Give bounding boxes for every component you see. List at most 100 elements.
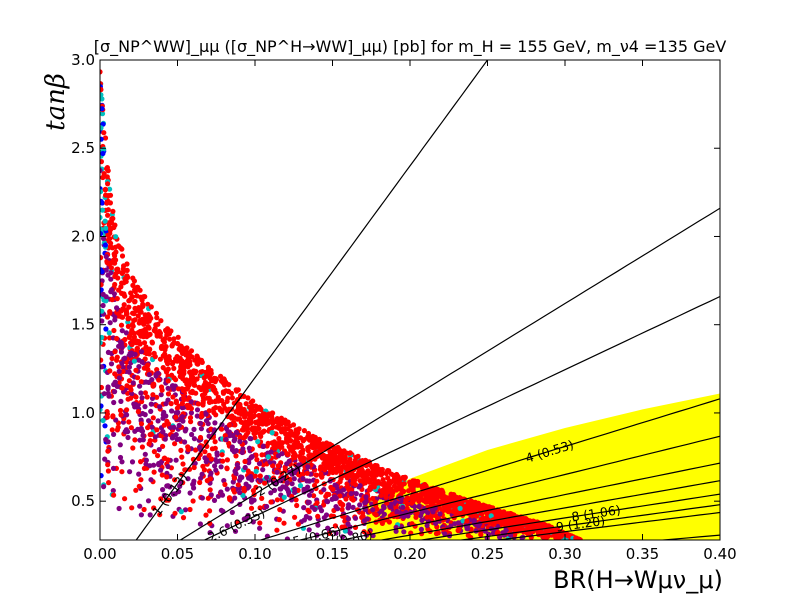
scatter-point <box>126 304 132 310</box>
scatter-point <box>166 357 172 363</box>
scatter-point <box>287 423 293 429</box>
scatter-point <box>163 401 169 407</box>
scatter-point <box>274 497 280 503</box>
scatter-point <box>442 531 448 537</box>
scatter-point <box>100 308 105 314</box>
scatter-point <box>413 514 419 520</box>
scatter-point <box>251 430 257 436</box>
scatter-point <box>188 419 194 425</box>
scatter-point <box>198 426 204 432</box>
scatter-point <box>300 476 306 482</box>
scatter-point <box>241 485 247 491</box>
scatter-point <box>374 480 380 486</box>
scatter-point <box>178 509 184 515</box>
scatter-point <box>164 474 170 480</box>
scatter-point <box>118 349 124 355</box>
scatter-point <box>140 294 147 300</box>
scatter-point <box>321 452 327 458</box>
scatter-point <box>305 464 311 470</box>
scatter-point <box>186 395 192 401</box>
contour-label-text: 9 (1.20) <box>555 513 606 535</box>
scatter-point <box>129 294 136 300</box>
scatter-point <box>489 521 495 527</box>
scatter-point <box>418 526 424 533</box>
scatter-point <box>136 483 142 489</box>
scatter-point <box>391 483 398 489</box>
scatter-point <box>398 484 404 490</box>
scatter-point <box>154 394 160 400</box>
scatter-point <box>467 501 473 507</box>
scatter-point <box>120 269 126 275</box>
scatter-point <box>137 437 143 443</box>
scatter-point <box>180 418 186 424</box>
scatter-point <box>253 452 259 458</box>
scatter-point <box>433 520 439 527</box>
scatter-point <box>142 404 148 410</box>
scatter-point <box>237 489 243 496</box>
contour-label-text: (6.34) <box>391 576 429 592</box>
scatter-point <box>265 454 271 460</box>
scatter-point <box>100 334 105 341</box>
scatter-point <box>253 468 259 474</box>
scatter-point <box>103 254 109 260</box>
scatter-point <box>137 503 143 509</box>
scatter-point <box>148 401 154 407</box>
scatter-point <box>151 505 157 511</box>
scatter-point <box>161 422 167 428</box>
scatter-point <box>201 375 207 381</box>
scatter-point <box>281 494 287 500</box>
scatter-point <box>191 464 197 471</box>
scatter-point <box>278 415 284 421</box>
scatter-point <box>197 479 203 486</box>
scatter-point <box>229 413 235 419</box>
scatter-point <box>257 473 263 479</box>
scatter-point <box>550 527 556 533</box>
scatter-point <box>155 370 161 376</box>
scatter-point <box>105 384 111 390</box>
scatter-point <box>352 515 359 521</box>
scatter-point <box>158 384 165 390</box>
scatter-point <box>296 426 302 432</box>
scatter-point <box>207 371 213 377</box>
scatter-point <box>173 457 179 463</box>
scatter-point <box>131 317 137 324</box>
scatter-point <box>214 459 220 465</box>
scatter-point <box>292 434 299 440</box>
scatter-point <box>452 521 458 527</box>
scatter-point <box>352 477 358 483</box>
scatter-point <box>157 330 163 336</box>
scatter-point <box>344 459 351 465</box>
scatter-point <box>345 516 351 522</box>
scatter-point <box>448 492 455 498</box>
scatter-point <box>229 509 235 515</box>
scatter-point <box>246 445 252 451</box>
scatter-point <box>430 490 436 496</box>
scatter-point <box>138 512 144 518</box>
x-tick-label: 0.05 <box>161 545 194 563</box>
scatter-point <box>156 462 162 468</box>
scatter-point <box>165 391 172 397</box>
scatter-point <box>175 386 182 392</box>
scatter-point <box>197 434 204 441</box>
scatter-point <box>139 395 145 401</box>
scatter-point <box>429 494 435 501</box>
scatter-point <box>190 481 196 487</box>
scatter-point <box>207 508 213 514</box>
scatter-point <box>188 376 194 382</box>
scatter-point <box>115 311 122 317</box>
scatter-point <box>100 214 103 221</box>
scatter-point <box>118 398 124 404</box>
scatter-point <box>318 471 324 477</box>
scatter-point <box>104 200 110 206</box>
scatter-point <box>135 284 141 290</box>
scatter-point <box>145 362 151 368</box>
scatter-point <box>312 449 318 455</box>
scatter-point <box>170 341 176 347</box>
scatter-point <box>347 530 353 536</box>
scatter-point <box>165 421 171 427</box>
scatter-point <box>264 474 270 481</box>
scatter-point <box>342 454 348 460</box>
scatter-point <box>276 517 282 523</box>
scatter-point <box>188 399 194 405</box>
scatter-point <box>145 425 151 431</box>
